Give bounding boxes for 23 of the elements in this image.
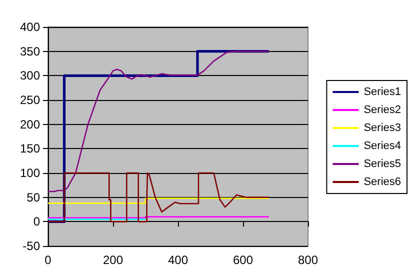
legend-label: Series4 [364, 140, 401, 152]
legend-label: Series3 [364, 122, 401, 134]
legend-label: Series2 [364, 104, 401, 116]
legend-label: Series6 [364, 176, 401, 188]
y-tick-label: 350 [20, 44, 40, 58]
legend-label: Series1 [364, 86, 401, 98]
y-tick-label: 150 [20, 142, 40, 156]
x-tick-label: 800 [298, 253, 318, 267]
x-tick-label: 0 [44, 253, 52, 267]
line-series [47, 50, 270, 192]
y-tick-label: 0 [33, 214, 40, 229]
y-tick-label: 400 [20, 20, 40, 34]
y-tick-label: 300 [20, 68, 40, 83]
line-series [47, 172, 270, 222]
y-tick-label: -50 [22, 239, 40, 253]
legend-label: Series5 [364, 158, 401, 170]
y-tick-label: 100 [20, 166, 40, 180]
y-tick-label: 250 [20, 93, 40, 107]
x-tick-label: 600 [232, 253, 254, 267]
x-tick-label: 200 [102, 253, 124, 267]
y-tick-label: 200 [20, 117, 40, 132]
x-tick-label: 400 [168, 253, 188, 267]
y-tick-label: 50 [26, 190, 40, 204]
